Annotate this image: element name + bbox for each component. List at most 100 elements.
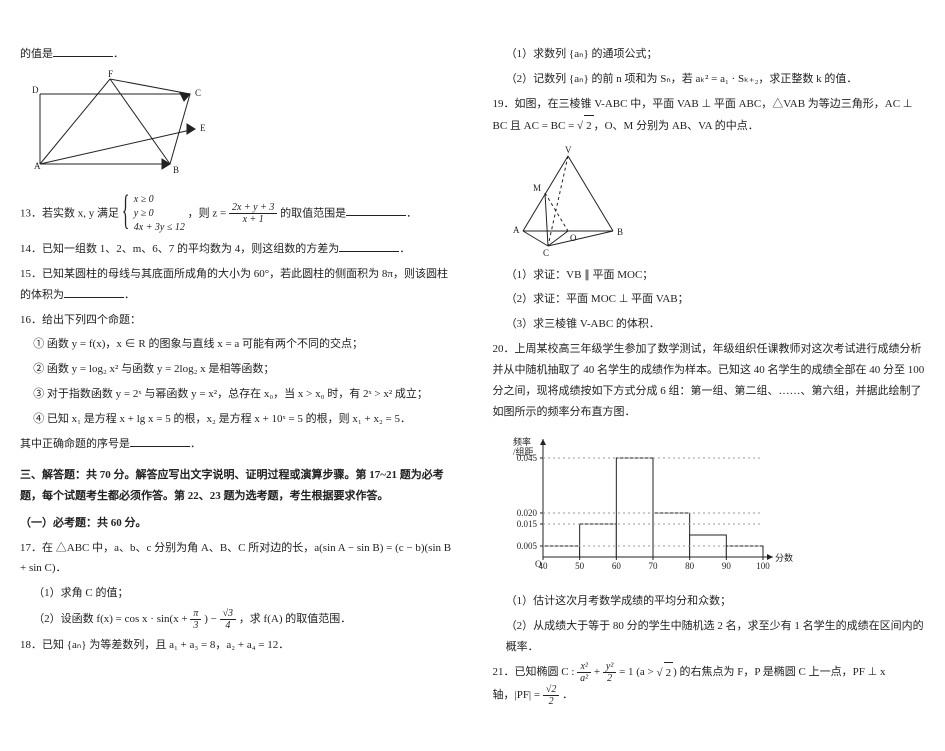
q21-frac3: √2 2: [543, 684, 560, 707]
q21-f2n: y²: [603, 661, 616, 673]
q19-1: （1）求证：VB ∥ 平面 MOC；: [493, 265, 926, 286]
q14: 14．已知一组数 1、2、m、6、7 的平均数为 4，则这组数的方差为．: [20, 239, 453, 260]
lbl-A: A: [513, 225, 520, 235]
q13-pre: 13．若实数 x, y 满足: [20, 207, 119, 219]
q13-frac-den: x + 1: [229, 214, 277, 225]
lbl-O: O: [570, 233, 577, 243]
q17: 17．在 △ABC 中，a、b、c 分别为角 A、B、C 所对边的长，a(sin…: [20, 538, 453, 580]
svg-text:分数: 分数: [775, 552, 793, 563]
sys-row-0: x ≥ 0: [134, 193, 185, 207]
q16-tail: 其中正确命题的序号是．: [20, 434, 453, 455]
svg-text:60: 60: [611, 561, 621, 571]
blank: [130, 435, 190, 447]
q16-2b: ③ 对于指数函数 y = 2ˣ 与幂函数 y = x²，总存在 x₀，当 x >…: [20, 384, 453, 405]
histogram: 0.0050.0150.0200.045405060708090100O频率/组…: [493, 427, 793, 587]
q12-tail-text: 的值是: [20, 48, 53, 60]
svg-text:80: 80: [685, 561, 695, 571]
q13-frac: 2x + y + 3 x + 1: [229, 202, 277, 225]
q19-3: （3）求三棱锥 V-ABC 的体积．: [493, 314, 926, 335]
q17-2: （2）设函数 f(x) = cos x · sin(x + π 3 ) − √3…: [20, 608, 453, 631]
svg-text:0.020: 0.020: [516, 508, 537, 518]
q17-frac2-den: 4: [220, 620, 237, 631]
svg-text:O: O: [535, 559, 542, 569]
lbl-E: E: [200, 123, 206, 133]
q21: 21．已知椭圆 C : x² a² + y² 2 = 1 (a > 2) 的右焦…: [493, 661, 926, 707]
svg-text:0.005: 0.005: [516, 541, 537, 551]
svg-text:/组距: /组距: [513, 446, 534, 457]
q15: 15．已知某圆柱的母线与其底面所成角的大小为 60°，若此圆柱的侧面积为 8π，…: [20, 264, 453, 306]
q21-a: 21．已知椭圆 C :: [493, 667, 575, 679]
sys-row-1: y ≥ 0: [134, 207, 185, 221]
q20: 20．上周某校高三年级学生参加了数学测试，年级组织任课教师对这次考试进行成绩分析…: [493, 339, 926, 423]
q17-frac2-num: √3: [220, 608, 237, 620]
q17-frac1-den: 3: [190, 620, 201, 631]
q21-f3d: 2: [543, 696, 560, 707]
q20-1: （1）估计这次月考数学成绩的平均分和众数；: [493, 591, 926, 612]
q13-system: x ≥ 0 y ≥ 0 4x + 3y ≤ 12: [122, 193, 185, 235]
q21-f3n: √2: [543, 684, 560, 696]
blank: [346, 204, 406, 216]
blank: [64, 286, 124, 298]
svg-text:频率: 频率: [513, 436, 531, 447]
lbl-D: D: [32, 85, 39, 95]
q20-2: （2）从成绩大于等于 80 分的学生中随机选 2 名，求至少有 1 名学生的成绩…: [493, 616, 926, 658]
q13-frac-num: 2x + y + 3: [229, 202, 277, 214]
q12-tail: 的值是．: [20, 44, 453, 65]
q21-plus: +: [594, 667, 603, 679]
q21-f1d: a²: [577, 673, 591, 684]
q19-2: （2）求证：平面 MOC ⊥ 平面 VAB；: [493, 289, 926, 310]
q21-frac2: y² 2: [603, 661, 616, 684]
q21-sqrt: 2: [664, 662, 674, 684]
lbl-B: B: [173, 165, 179, 175]
lbl-F: F: [108, 69, 113, 79]
q16-3: ④ 已知 x₁ 是方程 x + lg x = 5 的根，x₂ 是方程 x + 1…: [20, 409, 453, 430]
svg-text:50: 50: [575, 561, 585, 571]
q13-post: 的取值范围是: [280, 207, 346, 219]
blank: [53, 45, 113, 57]
q18-1: （1）求数列 {aₙ} 的通项公式；: [493, 44, 926, 65]
q18: 18．已知 {aₙ} 为等差数列，且 a₁ + a₃ = 8，a₂ + a₄ =…: [20, 635, 453, 656]
q17-frac1-num: π: [190, 608, 201, 620]
q17-1: （1）求角 C 的值；: [20, 583, 453, 604]
q17-2b: ) −: [204, 613, 217, 625]
q14-text: 14．已知一组数 1、2、m、6、7 的平均数为 4，则这组数的方差为: [20, 243, 339, 255]
lbl-V: V: [565, 145, 572, 155]
svg-text:0.015: 0.015: [516, 519, 537, 529]
blank: [339, 240, 399, 252]
lbl-B: B: [617, 227, 623, 237]
svg-text:100: 100: [756, 561, 770, 571]
q18-2: （2）记数列 {aₙ} 的前 n 项和为 Sₙ，若 aₖ² = a₁ · Sₖ₊…: [493, 69, 926, 90]
q17-2a: （2）设函数 f(x) = cos x · sin(x +: [33, 613, 187, 625]
q17-frac2: √3 4: [220, 608, 237, 631]
q21-f1n: x²: [577, 661, 591, 673]
q16-1: ① 函数 y = f(x)，x ∈ R 的图象与直线 x = a 可能有两个不同…: [20, 334, 453, 355]
q13: 13．若实数 x, y 满足 x ≥ 0 y ≥ 0 4x + 3y ≤ 12 …: [20, 193, 453, 235]
pyramid-figure: V A B C M O: [493, 141, 653, 261]
q19: 19．如图，在三棱锥 V-ABC 中，平面 VAB ⊥ 平面 ABC，△VAB …: [493, 94, 926, 137]
section-3-sub: （一）必考题：共 60 分。: [20, 513, 453, 534]
q19-sqrt: 2: [584, 115, 594, 137]
q21-d: ．: [562, 690, 573, 702]
q16-tail-text: 其中正确命题的序号是: [20, 438, 130, 450]
q16-head: 16．给出下列四个命题：: [20, 310, 453, 331]
svg-text:70: 70: [648, 561, 658, 571]
sqrt-sign: [577, 120, 583, 132]
q21-f2d: 2: [603, 673, 616, 684]
lbl-M: M: [533, 183, 541, 193]
q17-2c: ，求 f(A) 的取值范围．: [239, 613, 351, 625]
left-column: 的值是． A B C D E F 13．若实数 x, y 满足 x ≥ 0 y …: [20, 40, 453, 711]
q19-b: ，O、M 分别为 AB、VA 的中点．: [594, 120, 759, 132]
geom-figure: A B C D E F: [20, 69, 220, 189]
lbl-A: A: [34, 161, 41, 171]
lbl-C: C: [195, 88, 201, 98]
q16-2a: ② 函数 y = log₂ x² 与函数 y = 2log₂ x 是相等函数；: [20, 359, 453, 380]
right-column: （1）求数列 {aₙ} 的通项公式； （2）记数列 {aₙ} 的前 n 项和为 …: [493, 40, 926, 711]
lbl-C: C: [543, 248, 549, 258]
q17-frac1: π 3: [190, 608, 201, 631]
q21-b: = 1 (a >: [619, 667, 656, 679]
sqrt-sign: [657, 667, 663, 679]
q13-mid: ，则 z =: [188, 207, 227, 219]
q21-frac1: x² a²: [577, 661, 591, 684]
sys-row-2: 4x + 3y ≤ 12: [134, 221, 185, 235]
svg-text:90: 90: [721, 561, 731, 571]
